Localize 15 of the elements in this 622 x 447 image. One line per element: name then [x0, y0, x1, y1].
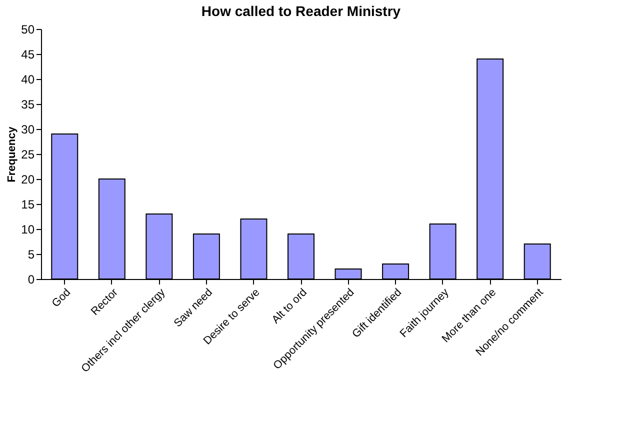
y-tick-label: 35	[21, 98, 35, 112]
y-axis-title: Frequency	[6, 126, 18, 182]
y-tick-label: 40	[21, 72, 35, 86]
chart-title: How called to Reader Ministry	[201, 3, 401, 19]
y-tick-label: 50	[21, 22, 35, 36]
y-tick-label: 15	[21, 198, 35, 212]
y-tick-label: 30	[21, 122, 35, 136]
y-tick-label: 45	[21, 48, 35, 62]
y-tick-label: 25	[21, 148, 35, 162]
y-tick-label: 0	[28, 272, 35, 286]
x-tick-label: God	[50, 286, 74, 310]
y-tick-label: 20	[21, 172, 35, 186]
y-tick-label: 10	[21, 222, 35, 236]
y-tick-label: 5	[28, 248, 35, 262]
x-tick-label: Alt to ord	[270, 286, 310, 326]
